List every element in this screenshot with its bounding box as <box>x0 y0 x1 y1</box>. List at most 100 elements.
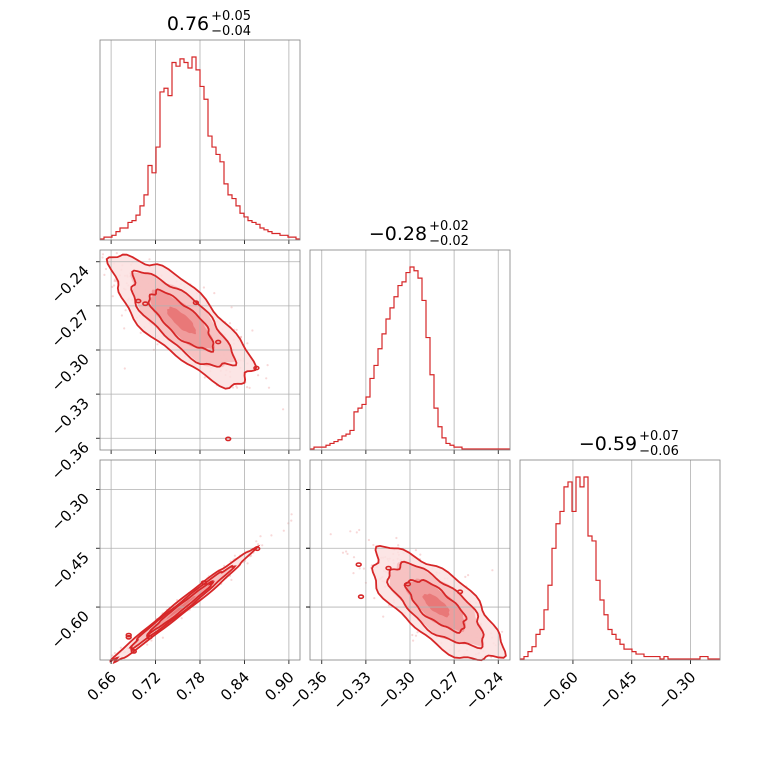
pair-1-sample-point <box>261 544 264 547</box>
pair-1-sample-point <box>119 646 122 649</box>
hist-title-lower-0: −0.04 <box>211 24 251 39</box>
pair-0-sample-point <box>148 258 151 261</box>
pair-0-sample-point <box>246 386 249 389</box>
pair-0-contour-2 <box>147 288 215 353</box>
pair-2-sample-point <box>355 531 358 534</box>
panel-frame-r2-c1 <box>309 459 511 661</box>
panel-frame-r2-c0 <box>99 459 301 661</box>
pair-0-contour-island <box>253 365 260 371</box>
pair-1-sample-point <box>111 654 114 657</box>
pair-1-sample-point <box>113 652 116 655</box>
pair-2-sample-point <box>358 567 361 570</box>
pair-0-sample-point <box>231 386 235 389</box>
pair-0-sample-point <box>228 322 232 325</box>
x-tick-label-p0-1: 0.72 <box>128 668 164 704</box>
pair-2-contour-island <box>456 589 464 595</box>
x-tick-label-p2-0: −0.60 <box>537 668 582 713</box>
pair-0-sample-point <box>265 377 268 380</box>
hist-title-1: −0.28 <box>369 223 427 245</box>
pair-1-sample-point <box>282 529 285 532</box>
pair-0-sample-point <box>213 292 216 295</box>
pair-2-sample-point <box>341 551 345 554</box>
pair-2-sample-point <box>352 556 356 559</box>
pair-0-sample-point <box>115 252 118 255</box>
pair-0-sample-point <box>139 331 142 334</box>
pair-1-sample-point <box>233 554 236 557</box>
pair-1-sample-point <box>246 562 249 565</box>
x-tick-label-p1-0: −0.36 <box>285 668 330 713</box>
pair-2-sample-point <box>464 575 467 579</box>
y-tick-label-p2-1: −0.45 <box>48 548 93 593</box>
pair-0-sample-point <box>123 327 126 330</box>
hist-title-lower-1: −0.02 <box>429 234 469 249</box>
pair-2-sample-point <box>382 615 385 618</box>
pair-2-sample-point <box>345 550 348 553</box>
pair-0-contour-island <box>135 298 142 304</box>
pair-2-sample-point <box>412 639 415 642</box>
pair-0-contour-island <box>192 300 200 306</box>
x-tick-label-p1-4: −0.24 <box>462 668 507 713</box>
pair-0-sample-point <box>248 386 251 389</box>
frame-layer <box>96 39 721 664</box>
pair-0-contour-island <box>142 301 149 307</box>
pair-0-sample-point <box>246 342 249 345</box>
pair-0-sample-point <box>101 256 104 259</box>
panel-frame-r2-c2 <box>519 459 721 661</box>
pair-1-sample-point <box>230 578 233 582</box>
hist-title-2: −0.59 <box>579 433 637 455</box>
pair-1-contour-island <box>130 649 138 654</box>
panel-frame-r1-c1 <box>309 249 511 451</box>
pair-2-sample-point <box>467 574 470 577</box>
pair-2-sample-point <box>419 553 422 556</box>
histogram-step-1 <box>310 266 510 450</box>
hist-title-value-0: 0.76 <box>167 13 209 35</box>
pair-2-contour-2 <box>403 579 468 634</box>
label-layer: 0.76 +0.05−0.04−0.28 +0.02−0.02−0.59 +0.07−… <box>48 9 700 713</box>
pair-2-contour-island <box>385 565 392 571</box>
pair-0-contour-1 <box>130 269 238 368</box>
panel-frame-r1-c0 <box>99 249 301 451</box>
hist-title-value-1: −0.28 <box>369 223 427 245</box>
y-tick-label-p1-1: −0.33 <box>48 394 93 439</box>
x-tick-label-p0-3: 0.84 <box>217 668 253 704</box>
pair-0-sample-point <box>113 278 117 281</box>
pair-2-sample-point <box>414 549 417 552</box>
pair-0-sample-point <box>251 329 254 332</box>
pair-2-sample-point <box>367 538 370 542</box>
pair-1-density-fill-3 <box>166 595 196 620</box>
pair-2-sample-point <box>416 631 419 634</box>
histogram-step-0 <box>100 56 300 240</box>
pair-2-sample-point <box>329 533 332 536</box>
pair-0-sample-point <box>124 309 127 312</box>
hist-title-upper-2: +0.07 <box>639 429 679 444</box>
pair-2-density-fill-3 <box>422 593 450 618</box>
pair-0-sample-point <box>113 284 116 287</box>
x-tick-label-p0-0: 0.66 <box>84 668 120 704</box>
pair-1-sample-point <box>257 543 260 546</box>
pair-0-sample-point <box>103 273 106 276</box>
data-layer <box>100 56 720 665</box>
pair-2-contour-island <box>355 562 362 568</box>
pair-2-sample-point <box>362 567 365 570</box>
pair-2-contour-island <box>357 594 365 600</box>
pair-0-sample-point <box>235 328 238 331</box>
panel-frame-r0-c0 <box>99 39 301 241</box>
pair-1-sample-point <box>290 519 293 522</box>
pair-2-sample-point <box>491 569 494 572</box>
pair-0-sample-point <box>120 314 123 317</box>
pair-0-sample-point <box>101 253 105 256</box>
pair-0-sample-point <box>203 376 206 379</box>
pair-0-contour-island <box>225 436 232 442</box>
pair-0-sample-point <box>202 286 205 289</box>
y-tick-label-p1-0: −0.36 <box>48 438 93 483</box>
pair-0-sample-point <box>111 295 114 298</box>
pair-2-sample-point <box>411 633 414 637</box>
pair-0-contour-island <box>215 339 222 345</box>
y-tick-label-p1-4: −0.24 <box>48 262 93 307</box>
density-fill-layer <box>101 252 505 663</box>
histogram-step-2 <box>520 476 720 660</box>
pair-2-sample-point <box>373 597 376 600</box>
pair-1-sample-point <box>250 554 253 557</box>
pair-2-sample-point <box>346 552 349 556</box>
x-tick-label-p1-3: −0.27 <box>418 668 463 713</box>
